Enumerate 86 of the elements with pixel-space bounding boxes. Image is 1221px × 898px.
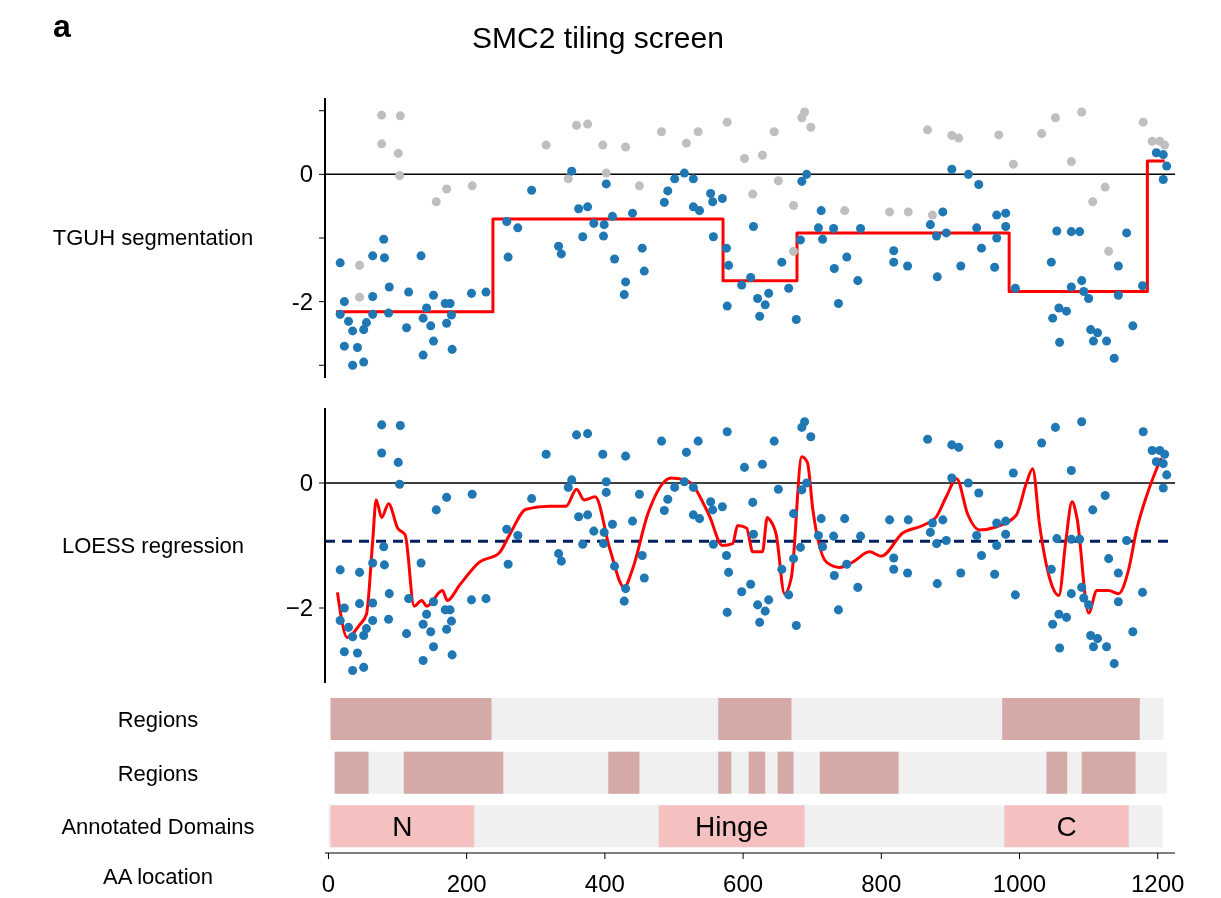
point <box>773 176 783 186</box>
point <box>840 206 850 216</box>
y-axis-title: TGUH segmentation <box>52 225 254 250</box>
y-tick-label: Regions <box>117 760 199 786</box>
bar <box>718 698 792 740</box>
point <box>1088 197 1098 207</box>
data-label: C <box>1056 811 1077 843</box>
point <box>541 140 551 150</box>
point <box>739 153 749 163</box>
point <box>769 127 779 137</box>
point <box>601 168 611 178</box>
point <box>1138 117 1148 127</box>
x-tick-label: 0 <box>321 870 336 898</box>
point <box>572 120 582 130</box>
point <box>355 260 365 270</box>
bar <box>334 751 369 794</box>
point <box>621 142 631 152</box>
bar <box>1002 698 1140 740</box>
bar <box>748 751 766 794</box>
bar <box>819 751 899 794</box>
data-label: N <box>392 811 413 843</box>
point <box>994 130 1004 140</box>
bar <box>1046 751 1068 794</box>
point <box>757 150 767 160</box>
x-tick-label: 400 <box>584 870 625 898</box>
y-tick-label: -2 <box>291 287 313 315</box>
point <box>1100 182 1110 192</box>
point <box>442 184 452 194</box>
point <box>1008 159 1018 169</box>
x-tick-label: 800 <box>861 870 902 898</box>
point <box>634 181 644 191</box>
point <box>431 197 441 207</box>
y-tick-label: −2 <box>285 594 313 621</box>
point <box>1077 107 1087 117</box>
point <box>393 148 403 158</box>
point <box>355 292 365 302</box>
y-tick-label: Regions <box>117 706 199 732</box>
point <box>1050 113 1060 123</box>
y-tick-label: 0 <box>299 160 313 188</box>
bar <box>330 698 492 740</box>
point <box>923 125 933 135</box>
y-tick-label: 0 <box>299 469 313 496</box>
point <box>681 138 691 148</box>
point <box>598 140 608 150</box>
bar <box>608 751 640 794</box>
x-tick-label: 200 <box>446 870 487 898</box>
bar <box>403 751 504 794</box>
point <box>563 174 573 184</box>
point <box>748 189 758 199</box>
point <box>1104 246 1114 256</box>
x-tick-label: 1200 <box>1131 870 1185 898</box>
x-tick-label: 600 <box>723 870 764 898</box>
point <box>927 210 937 220</box>
data-label: Hinge <box>695 811 769 843</box>
point <box>377 110 387 120</box>
point <box>693 127 703 137</box>
point <box>954 133 964 143</box>
bar <box>718 751 732 794</box>
point <box>1147 136 1157 146</box>
point <box>583 119 593 129</box>
point <box>806 122 816 132</box>
x-axis-title: AA location <box>101 864 215 890</box>
text: a <box>53 8 71 45</box>
y-axis-title: LOESS regression <box>61 532 245 558</box>
point <box>789 246 799 256</box>
point <box>885 207 895 217</box>
point <box>1160 140 1170 150</box>
bar <box>1004 805 1129 848</box>
bar <box>777 751 794 794</box>
bar <box>330 805 475 848</box>
point <box>903 207 913 217</box>
bar <box>1081 751 1136 794</box>
y-tick-label: Annotated Domains <box>61 814 255 840</box>
point <box>377 139 387 149</box>
point <box>1066 157 1076 167</box>
point <box>467 181 477 191</box>
bar <box>658 805 805 848</box>
point <box>395 171 405 181</box>
point <box>395 111 405 121</box>
point <box>789 201 799 211</box>
chart-title: SMC2 tiling screen <box>471 21 725 55</box>
x-tick-label: 1000 <box>992 870 1047 898</box>
point <box>722 117 732 127</box>
point <box>657 127 667 137</box>
point <box>1037 129 1047 139</box>
point <box>800 107 810 117</box>
